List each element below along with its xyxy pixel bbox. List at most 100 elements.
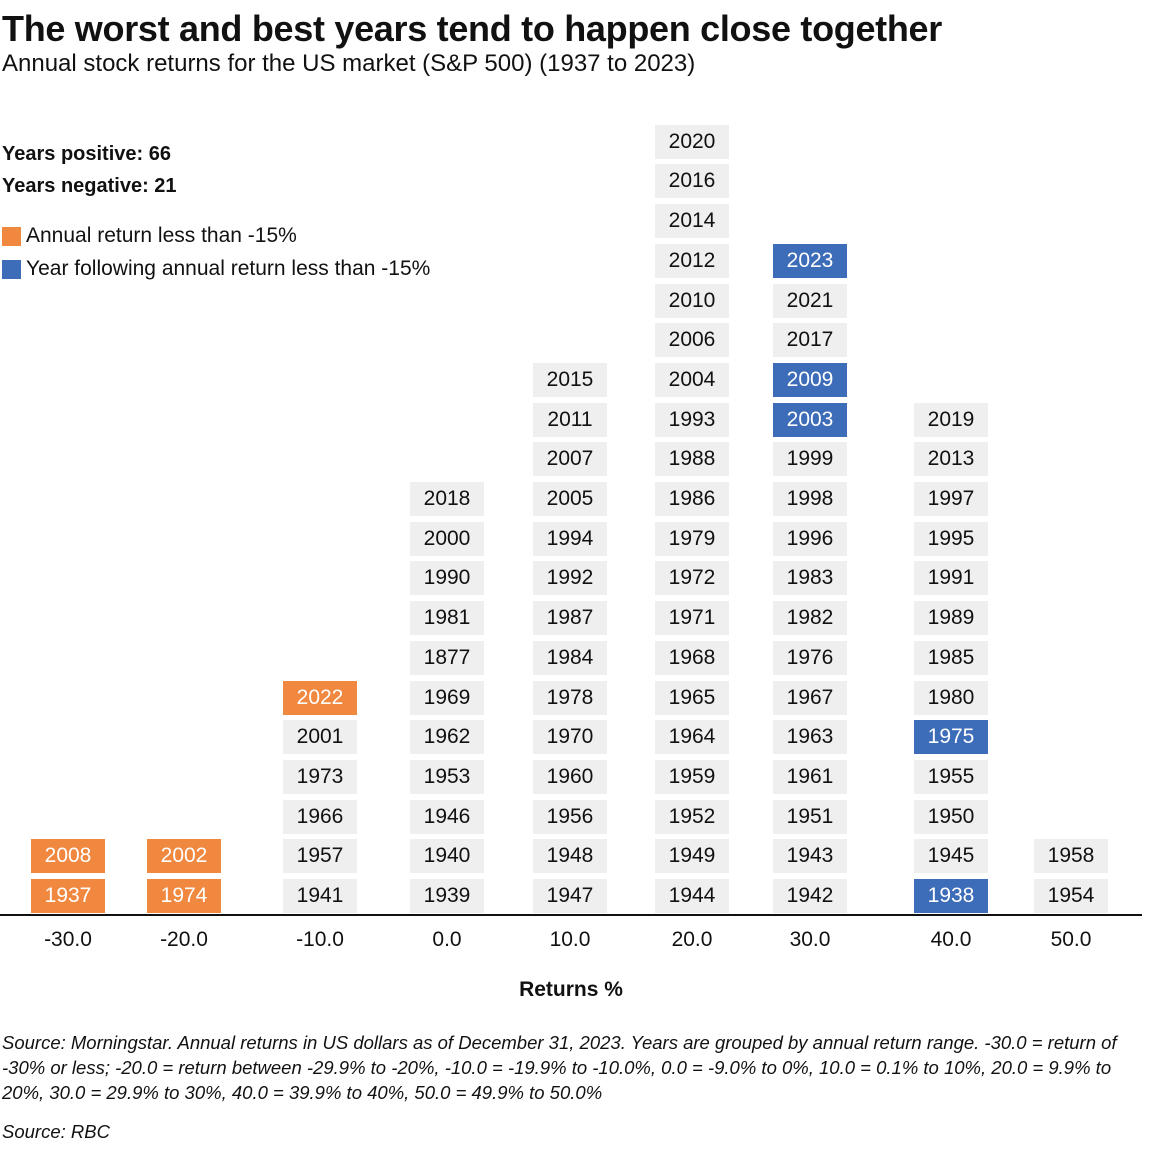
- x-tick-label: 40.0: [930, 928, 972, 951]
- year-box: 1950: [914, 799, 988, 834]
- year-box: 1979: [655, 521, 729, 556]
- source-note: Source: Morningstar. Annual returns in U…: [2, 1032, 1117, 1103]
- year-box: 1981: [410, 601, 484, 636]
- year-box: 1972: [655, 561, 729, 596]
- year-box: 2014: [655, 204, 729, 239]
- year-box: 2013: [914, 442, 988, 477]
- year-box: 1969: [410, 680, 484, 715]
- year-box: 1941: [283, 879, 357, 913]
- year-box: 1974: [147, 879, 221, 913]
- year-box: 2000: [410, 521, 484, 556]
- year-box: 1964: [655, 720, 729, 755]
- year-box: 1970: [533, 720, 607, 755]
- year-box: 1995: [914, 521, 988, 556]
- year-box: 1956: [533, 799, 607, 834]
- year-box: 1986: [655, 482, 729, 516]
- year-box: 1877: [410, 640, 484, 675]
- year-box: 2011: [533, 402, 607, 437]
- year-box: 1937: [31, 879, 105, 913]
- year-box: 2004: [655, 362, 729, 397]
- year-box: 2007: [533, 442, 607, 477]
- x-axis-label: Returns %: [519, 978, 623, 1001]
- x-tick-label: -30.0: [44, 928, 92, 951]
- year-box: 1963: [773, 720, 847, 755]
- year-box: 1991: [914, 561, 988, 596]
- x-tick-label: 20.0: [671, 928, 713, 951]
- year-box: 2017: [773, 323, 847, 358]
- year-box: 2016: [655, 164, 729, 199]
- year-box: 1945: [914, 839, 988, 874]
- x-tick-label: -10.0: [296, 928, 344, 951]
- year-box: 1968: [655, 640, 729, 675]
- legend-label-negative: Annual return less than -15%: [26, 224, 297, 247]
- year-box: 1954: [1034, 879, 1108, 913]
- year-box: 1998: [773, 482, 847, 516]
- year-box: 1943: [773, 839, 847, 874]
- x-tick-label: 10.0: [549, 928, 591, 951]
- year-box: 1960: [533, 759, 607, 794]
- x-axis-line: [0, 914, 1142, 916]
- year-box: 1962: [410, 720, 484, 755]
- year-box: 1939: [410, 879, 484, 913]
- year-box: 1965: [655, 680, 729, 715]
- year-box: 1999: [773, 442, 847, 477]
- x-tick-label: 0.0: [432, 928, 462, 951]
- year-box: 1938: [914, 879, 988, 913]
- year-box: 2006: [655, 323, 729, 358]
- year-box: 1992: [533, 561, 607, 596]
- legend-swatch-blue: [2, 259, 21, 279]
- years-negative-stat: Years negative: 21: [2, 175, 177, 197]
- year-box: 1997: [914, 482, 988, 516]
- year-box: 1955: [914, 759, 988, 794]
- year-box: 2022: [283, 680, 357, 715]
- legend-item-negative: Annual return less than -15%: [2, 224, 297, 248]
- chart-title: The worst and best years tend to happen …: [2, 8, 942, 49]
- year-box: 1983: [773, 561, 847, 596]
- year-box: 1961: [773, 759, 847, 794]
- year-box: 1944: [655, 879, 729, 913]
- year-box: 1990: [410, 561, 484, 596]
- year-box: 1946: [410, 799, 484, 834]
- year-box: 1966: [283, 799, 357, 834]
- year-box: 1952: [655, 799, 729, 834]
- year-box: 1959: [655, 759, 729, 794]
- year-box: 1957: [283, 839, 357, 874]
- legend-swatch-orange: [2, 226, 21, 246]
- year-box: 2005: [533, 482, 607, 516]
- x-tick-label: 50.0: [1050, 928, 1092, 951]
- year-box: 1958: [1034, 839, 1108, 874]
- year-box: 1987: [533, 601, 607, 636]
- year-box: 2015: [533, 362, 607, 397]
- year-box: 2001: [283, 720, 357, 755]
- year-box: 1967: [773, 680, 847, 715]
- year-box: 2010: [655, 283, 729, 318]
- year-box: 1971: [655, 601, 729, 636]
- year-box: 2012: [655, 243, 729, 278]
- chart-subtitle: Annual stock returns for the US market (…: [2, 50, 696, 77]
- year-box: 2018: [410, 482, 484, 516]
- year-box: 2003: [773, 402, 847, 437]
- year-box: 1949: [655, 839, 729, 874]
- year-box: 1942: [773, 879, 847, 913]
- year-box: 2009: [773, 362, 847, 397]
- year-box: 1953: [410, 759, 484, 794]
- year-box: 1951: [773, 799, 847, 834]
- year-box: 2019: [914, 402, 988, 437]
- legend-item-following: Year following annual return less than -…: [2, 257, 430, 281]
- years-positive-stat: Years positive: 66: [2, 143, 171, 165]
- x-tick-label: -20.0: [160, 928, 208, 951]
- year-box: 1978: [533, 680, 607, 715]
- year-box: 1994: [533, 521, 607, 556]
- year-box: 1988: [655, 442, 729, 477]
- year-box: 1947: [533, 879, 607, 913]
- year-box: 1976: [773, 640, 847, 675]
- year-box: 1984: [533, 640, 607, 675]
- year-box: 1982: [773, 601, 847, 636]
- year-box: 1980: [914, 680, 988, 715]
- year-box: 1940: [410, 839, 484, 874]
- year-box: 2023: [773, 243, 847, 278]
- year-box: 1985: [914, 640, 988, 675]
- year-box: 1993: [655, 402, 729, 437]
- year-box: 2020: [655, 124, 729, 159]
